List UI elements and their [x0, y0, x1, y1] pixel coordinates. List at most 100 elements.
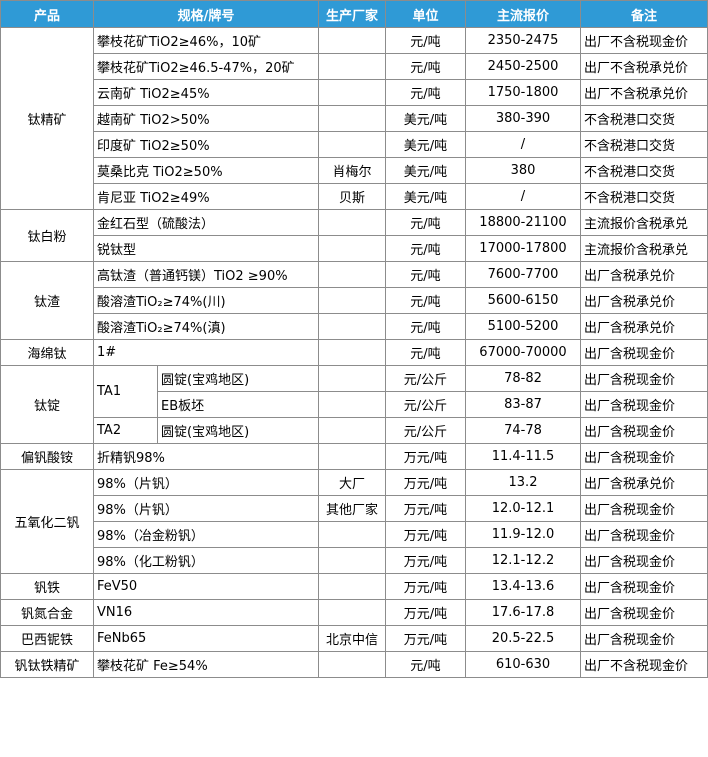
price-cell: 5100-5200 [465, 313, 581, 340]
header-cell: 单位 [385, 0, 466, 28]
unit-cell: 元/吨 [385, 261, 466, 288]
spec-cell: 攀枝花矿 Fe≥54% [93, 651, 319, 678]
price-cell: 1750-1800 [465, 79, 581, 106]
unit-cell: 元/公斤 [385, 417, 466, 444]
table-row: 钛锭 TA1 圆锭(宝鸡地区) 元/公斤 78-82 出厂含税现金价 [0, 365, 708, 444]
spec-cell: 酸溶渣TiO₂≥74%(滇) [93, 313, 319, 340]
note-cell: 不含税港口交货 [580, 131, 708, 158]
producer-cell [318, 651, 386, 678]
unit-cell: 万元/吨 [385, 573, 466, 600]
price-cell: 11.9-12.0 [465, 521, 581, 548]
unit-cell: 美元/吨 [385, 183, 466, 210]
product-cell: 五氧化二钒 [0, 469, 94, 574]
header-cell: 备注 [580, 0, 708, 28]
unit-cell: 元/吨 [385, 287, 466, 314]
note-cell: 主流报价含税承兑 [580, 235, 708, 262]
spec-cell: FeNb65 [93, 625, 319, 652]
table-row: 巴西铌铁 FeNb65 北京中信 万元/吨 20.5-22.5 出厂含税现金价 [0, 625, 708, 652]
product-cell: 钛白粉 [0, 209, 94, 262]
table-row: 锐钛型 元/吨 17000-17800 主流报价含税承兑 [1, 235, 708, 262]
producer-cell [318, 79, 386, 106]
producer-cell [318, 209, 386, 236]
note-cell: 出厂含税现金价 [580, 521, 708, 548]
spec-cell: 莫桑比克 TiO2≥50% [93, 157, 319, 184]
producer-cell [318, 53, 386, 80]
note-cell: 出厂不含税承兑价 [580, 53, 708, 80]
table-row: 钛精矿 攀枝花矿TiO2≥46%，10矿 元/吨 2350-2475 出厂不含税现金价 [0, 27, 708, 210]
producer-cell [318, 391, 386, 418]
table-row: 莫桑比克 TiO2≥50% 肖梅尔 美元/吨 380 不含税港口交货 [1, 157, 708, 184]
header-row: 产品 规格/牌号 生产厂家 单位 主流报价 备注 [0, 0, 708, 28]
spec-cell: 98%（片钒） [93, 469, 319, 496]
table-row: 钛渣 高钛渣（普通钙镁）TiO2 ≥90% 元/吨 7600-7700 出厂含税承兑价 [0, 261, 708, 340]
producer-cell [318, 235, 386, 262]
producer-cell [318, 27, 386, 54]
grade-cell: TA2 [93, 417, 158, 444]
product-cell: 偏钒酸铵 [0, 443, 94, 470]
producer-cell [318, 599, 386, 626]
unit-cell: 万元/吨 [385, 443, 466, 470]
unit-cell: 元/吨 [385, 53, 466, 80]
table-row: 98%（化工粉钒） 万元/吨 12.1-12.2 出厂含税现金价 [1, 547, 708, 574]
producer-cell [318, 365, 386, 392]
producer-cell [318, 417, 386, 444]
note-cell: 出厂含税现金价 [580, 339, 708, 366]
note-cell: 主流报价含税承兑 [580, 209, 708, 236]
header-cell: 产品 [0, 0, 94, 28]
table-row: 偏钒酸铵 折精钒98% 万元/吨 11.4-11.5 出厂含税现金价 [0, 443, 708, 470]
table-row: 越南矿 TiO2>50% 美元/吨 380-390 不含税港口交货 [1, 105, 708, 132]
note-cell: 出厂含税现金价 [580, 391, 708, 418]
table-row: 攀枝花矿TiO2≥46.5-47%，20矿 元/吨 2450-2500 出厂不含税承兑… [1, 53, 708, 80]
table-row: 印度矿 TiO2≥50% 美元/吨 / 不含税港口交货 [1, 131, 708, 158]
spec-cell: 98%（化工粉钒） [93, 547, 319, 574]
note-cell: 不含税港口交货 [580, 157, 708, 184]
note-cell: 出厂不含税现金价 [580, 27, 708, 54]
unit-cell: 万元/吨 [385, 599, 466, 626]
table-row: 钒铁 FeV50 万元/吨 13.4-13.6 出厂含税现金价 [0, 573, 708, 600]
table-row: 钛白粉 金红石型（硫酸法） 元/吨 18800-21100 主流报价含税承兑 [0, 209, 708, 262]
unit-cell: 元/吨 [385, 27, 466, 54]
note-cell: 出厂含税承兑价 [580, 287, 708, 314]
producer-cell [318, 547, 386, 574]
note-cell: 出厂含税现金价 [580, 443, 708, 470]
spec-cell: 圆锭(宝鸡地区) [157, 365, 319, 392]
unit-cell: 万元/吨 [385, 547, 466, 574]
price-cell: 67000-70000 [465, 339, 581, 366]
note-cell: 出厂含税承兑价 [580, 469, 708, 496]
price-cell: 13.2 [465, 469, 581, 496]
table-row: TA2 圆锭(宝鸡地区) 元/公斤 74-78 出厂含税现金价 [1, 417, 708, 444]
header-cell: 主流报价 [465, 0, 581, 28]
price-cell: 74-78 [465, 417, 581, 444]
table-row: 98%（片钒） 其他厂家 万元/吨 12.0-12.1 出厂含税现金价 [1, 495, 708, 522]
table-row: 酸溶渣TiO₂≥74%(滇) 元/吨 5100-5200 出厂含税承兑价 [1, 313, 708, 340]
producer-cell [318, 287, 386, 314]
unit-cell: 美元/吨 [385, 157, 466, 184]
spec-cell: 攀枝花矿TiO2≥46%，10矿 [93, 27, 319, 54]
table-row: 钒氮合金 VN16 万元/吨 17.6-17.8 出厂含税现金价 [0, 599, 708, 626]
product-cell: 钛锭 [0, 365, 94, 444]
price-cell: 5600-6150 [465, 287, 581, 314]
product-cell: 钒氮合金 [0, 599, 94, 626]
table-row: 98%（冶金粉钒） 万元/吨 11.9-12.0 出厂含税现金价 [1, 521, 708, 548]
price-cell: 2450-2500 [465, 53, 581, 80]
product-cell: 钒铁 [0, 573, 94, 600]
spec-cell: 攀枝花矿TiO2≥46.5-47%，20矿 [93, 53, 319, 80]
spec-cell: 锐钛型 [93, 235, 319, 262]
product-cell: 钒钛铁精矿 [0, 651, 94, 678]
grade-cell: TA1 [93, 365, 158, 418]
price-cell: 17.6-17.8 [465, 599, 581, 626]
note-cell: 出厂含税承兑价 [580, 261, 708, 288]
unit-cell: 万元/吨 [385, 469, 466, 496]
header-cell: 规格/牌号 [93, 0, 319, 28]
spec-cell: 圆锭(宝鸡地区) [157, 417, 319, 444]
note-cell: 不含税港口交货 [580, 105, 708, 132]
spec-cell: 肯尼亚 TiO2≥49% [93, 183, 319, 210]
unit-cell: 美元/吨 [385, 131, 466, 158]
note-cell: 出厂不含税现金价 [580, 651, 708, 678]
price-cell: 13.4-13.6 [465, 573, 581, 600]
spec-cell: 金红石型（硫酸法） [93, 209, 319, 236]
table-row: 酸溶渣TiO₂≥74%(川) 元/吨 5600-6150 出厂含税承兑价 [1, 287, 708, 314]
note-cell: 出厂含税现金价 [580, 417, 708, 444]
producer-cell [318, 261, 386, 288]
spec-cell: EB板坯 [157, 391, 319, 418]
